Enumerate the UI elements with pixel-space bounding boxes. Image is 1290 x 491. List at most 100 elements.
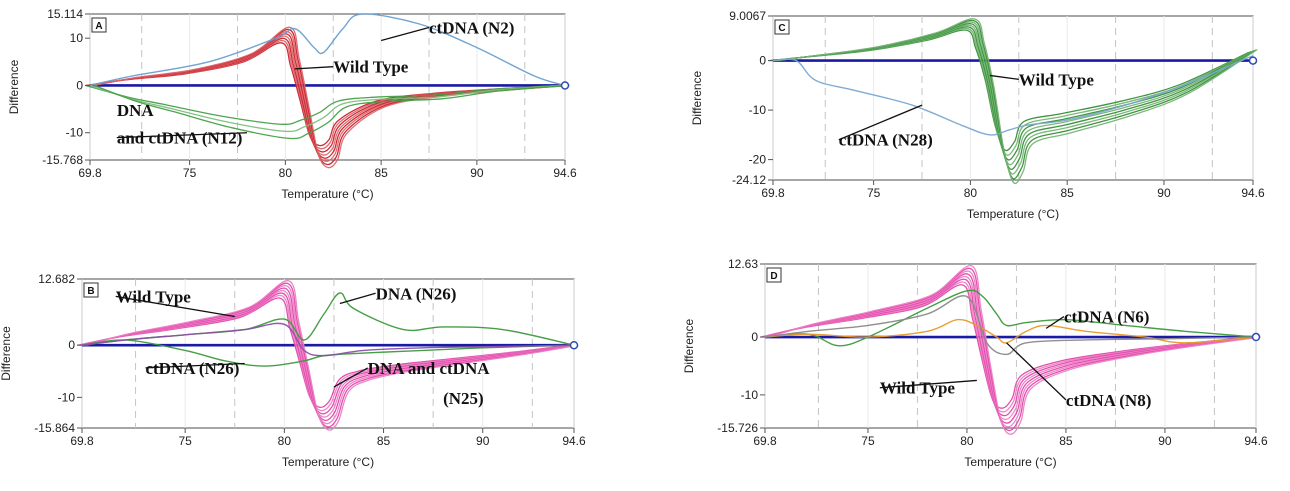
x-tick-label: 75 xyxy=(178,434,192,448)
x-tick-label: 85 xyxy=(1059,434,1073,448)
annotation-leader xyxy=(145,362,245,369)
series-line xyxy=(81,339,575,367)
x-axis-label: Temperature (°C) xyxy=(967,207,1059,221)
y-axis-label: Difference xyxy=(682,318,696,373)
x-tick-label: 80 xyxy=(964,186,978,200)
x-tick-label: 80 xyxy=(279,166,293,180)
x-tick-label: 75 xyxy=(867,186,881,200)
series-1 xyxy=(768,18,1258,185)
y-tick-label: 0 xyxy=(68,338,75,352)
series-2 xyxy=(764,289,1257,347)
panel-tag: A xyxy=(95,21,102,32)
annotation-leader xyxy=(294,66,334,70)
panel-tag: B xyxy=(87,286,94,297)
y-axis-label: Difference xyxy=(7,59,21,114)
x-tick-label: 75 xyxy=(861,434,875,448)
series-line xyxy=(86,280,579,431)
annotation-leader xyxy=(116,132,248,139)
y-axis-label: Difference xyxy=(690,70,704,125)
y-tick-label: 9.0067 xyxy=(729,9,766,23)
annotation-label: ctDNA (N6) xyxy=(1064,308,1149,327)
annotation-label: ctDNA (N26) xyxy=(145,359,239,378)
annotation-leader xyxy=(339,292,376,305)
series-4 xyxy=(81,322,575,357)
x-tick-label: 75 xyxy=(183,166,197,180)
annotation-leader xyxy=(380,26,430,42)
x-tick-label: 94.6 xyxy=(562,434,586,448)
x-tick-label: 94.6 xyxy=(1244,434,1268,448)
y-tick-label: 15.114 xyxy=(47,7,83,21)
series-line xyxy=(94,84,570,140)
series-line xyxy=(764,318,1257,344)
x-axis-label: Temperature (°C) xyxy=(282,455,374,469)
x-tick-label: 85 xyxy=(374,166,388,180)
y-tick-label: -15.768 xyxy=(42,153,83,167)
annotation-label: ctDNA (N2) xyxy=(429,18,514,37)
chart-panel-b: 69.8 75 80 85 90 94.6 12.682 0 -10 -15.864 Tempera… xyxy=(0,272,586,469)
x-tick-label: 90 xyxy=(476,434,490,448)
panel-tag: D xyxy=(770,271,777,282)
series-line xyxy=(85,84,561,125)
annotation-leader xyxy=(1006,342,1067,401)
series-line xyxy=(764,289,1257,347)
x-tick-label: 69.8 xyxy=(70,434,94,448)
x-tick-label: 69.8 xyxy=(761,186,785,200)
x-axis-label: Temperature (°C) xyxy=(964,455,1056,469)
series-4 xyxy=(764,295,1257,356)
series-line xyxy=(89,13,566,87)
x-tick-label: 85 xyxy=(1061,186,1075,200)
x-tick-label: 69.8 xyxy=(78,166,102,180)
annotation-label: Wild Type xyxy=(880,379,956,398)
x-tick-label: 90 xyxy=(1157,186,1171,200)
series-line xyxy=(772,54,1254,136)
annotation-label: DNA xyxy=(117,101,155,120)
x-tick-label: 80 xyxy=(278,434,292,448)
x-tick-label: 94.6 xyxy=(1241,186,1265,200)
chart-panel-a: 69.8 75 80 85 90 94.6 15.114 10 0 -10 -15.768 Tempe… xyxy=(7,7,577,201)
endpoint-marker xyxy=(1251,332,1261,342)
x-tick-label: 94.6 xyxy=(553,166,577,180)
annotation-label: ctDNA (N28) xyxy=(839,131,933,150)
series-line xyxy=(89,84,566,133)
x-tick-label: 90 xyxy=(470,166,484,180)
y-axis-label: Difference xyxy=(0,326,13,381)
annotation-label: DNA and ctDNA xyxy=(368,359,491,378)
series-line xyxy=(81,322,575,357)
endpoint-marker xyxy=(560,81,570,90)
series-line xyxy=(769,265,1261,435)
y-tick-label: 12.63 xyxy=(728,257,758,271)
series-line xyxy=(777,18,1258,185)
annotation-leader xyxy=(333,367,368,388)
annotation-label: ctDNA (N8) xyxy=(1066,391,1151,410)
y-tick-label: 10 xyxy=(70,31,84,45)
y-tick-label: -15.726 xyxy=(717,421,758,435)
endpoint-marker xyxy=(569,340,579,350)
x-tick-label: 69.8 xyxy=(753,434,777,448)
chart-panel-c: 69.8 75 80 85 90 94.6 9.0067 0 -10 -20 -24.12 Tempe… xyxy=(690,9,1265,221)
y-tick-label: 0 xyxy=(76,78,83,92)
y-tick-label: 12.682 xyxy=(38,272,75,286)
panel-tag-box xyxy=(83,282,99,298)
annotation-label: (N25) xyxy=(443,389,484,408)
y-tick-label: -10 xyxy=(749,103,767,117)
y-tick-label: -15.864 xyxy=(34,421,75,435)
annotation-label: DNA (N26) xyxy=(376,284,457,303)
y-tick-label: 0 xyxy=(751,330,758,344)
series-2 xyxy=(85,84,570,140)
x-tick-label: 80 xyxy=(960,434,974,448)
annotation-leader xyxy=(838,104,923,141)
endpoint-marker xyxy=(1248,56,1258,65)
series-1 xyxy=(760,265,1261,435)
annotation-label: Wild Type xyxy=(1019,70,1095,89)
x-tick-label: 85 xyxy=(377,434,391,448)
annotation-leader xyxy=(115,295,235,318)
series-2 xyxy=(772,54,1254,136)
annotation-leader xyxy=(879,379,977,389)
x-tick-label: 90 xyxy=(1158,434,1172,448)
series-3 xyxy=(89,13,566,87)
annotation-label: and ctDNA (N12) xyxy=(117,129,243,148)
annotation-label: Wild Type xyxy=(116,287,192,306)
y-tick-label: -10 xyxy=(66,126,84,140)
annotation-leader xyxy=(1045,316,1065,329)
